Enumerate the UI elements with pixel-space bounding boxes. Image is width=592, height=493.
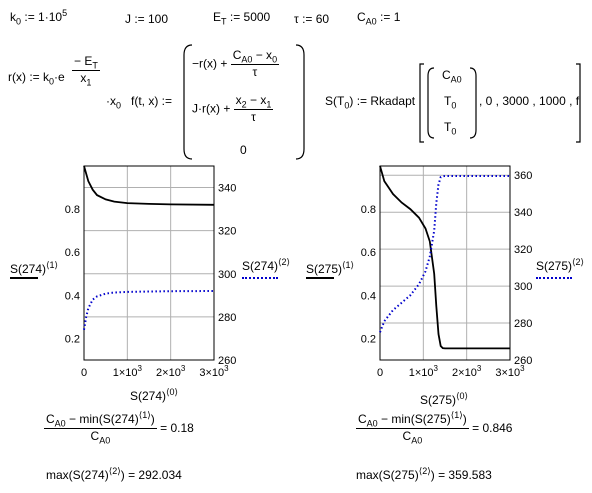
k0-definition[interactable]: k0 := 1·105 [10,8,68,27]
left-y2-legend-dotted-line [242,277,278,279]
left-max-value: = 292.034 [128,468,182,482]
right-chart-x-tick-label: 0 [377,367,383,379]
right-chart-series-temperature-line [379,175,510,333]
right-chart-y-tick-label: 0.8 [361,204,376,216]
right-chart-y2-tick-label: 320 [514,244,532,256]
f-vector-brackets [183,44,305,160]
f-row-3: 0 [240,143,247,157]
right-chart-series-concentration-line [379,165,510,350]
right-max-value: = 359.583 [438,468,492,482]
right-chart-y-tick-label: 0.4 [361,290,376,302]
f-row-1: −r(x) + CA0 − x0 τ [192,48,280,80]
left-conversion-value: = 0.18 [160,420,194,435]
right-chart-x-tick-label: 3×103 [495,364,525,379]
left-y2-axis-label: S(274)⟨2⟩ [242,257,291,273]
right-chart-x-tick-label: 2×103 [452,364,482,379]
left-chart-frame [83,165,215,361]
right-chart-x-tick-label: 1×103 [409,364,439,379]
right-conversion-value: = 0.846 [472,420,513,435]
right-chart-y2-tick-label: 260 [514,355,532,367]
s-function-definition[interactable]: S(T0) := Rkadapt [325,94,416,111]
f-function-lhs[interactable]: f(t, x) := [131,94,173,108]
left-y-legend-solid-line [10,277,38,279]
left-conversion-expression[interactable]: CA0 − min(S(274)⟨1⟩) CA0 = 0.18 [44,410,194,446]
rate-exponent: − ET x1 [72,54,100,88]
right-y-axis-label: S(275)⟨1⟩ [306,260,355,276]
left-chart-y2-tick-label: 320 [218,226,236,238]
left-chart-y-tick-label: 0.8 [65,204,80,216]
chart-left[interactable]: 0.2 0.4 0.6 0.8 260 280 300 320 340 0 1×103 2×103 3×… [0,160,296,410]
right-y2-axis-label: S(275)⟨2⟩ [536,257,585,273]
j-definition[interactable]: J := 100 [125,12,169,26]
right-chart-y-tick-label: 0.6 [361,247,376,259]
right-chart-y2-tick-label: 280 [514,318,532,330]
right-x-axis-label: S(275)⟨0⟩ [420,391,469,407]
right-y-legend-solid-line [306,277,334,279]
right-chart-y2-tick-label: 340 [514,207,532,219]
right-conversion-expression[interactable]: CA0 − min(S(275)⟨1⟩) CA0 = 0.846 [356,410,513,446]
s-vector-ca0: CA0 [442,68,462,85]
left-chart-x-tick-label: 2×103 [156,364,186,379]
left-max-expression[interactable]: max(S(274)⟨2⟩) = 292.034 [46,466,182,482]
s-rkadapt-args: , 0 , 3000 , 1000 , f [479,94,580,108]
s-vector-t0-a: T0 [444,94,457,111]
rate-tail: ·x0 [106,94,122,111]
right-max-expression[interactable]: max(S(275)⟨2⟩) = 359.583 [356,466,492,482]
left-chart-y2-tick-label: 340 [218,183,236,195]
et-definition[interactable]: ET := 5000 [213,10,271,27]
left-chart-x-tick-label: 3×103 [199,364,229,379]
right-chart-y2-tick-label: 300 [514,281,532,293]
left-chart-series-temperature-line [83,290,215,330]
left-chart-y2-tick-label: 280 [218,312,236,324]
right-chart-y-tick-label: 0.2 [361,333,376,345]
right-chart-y2-tick-label: 360 [514,170,532,182]
rate-function-definition[interactable]: r(x) := k0·e [8,70,65,87]
left-chart-x-tick-label: 1×103 [113,364,143,379]
chart-right[interactable]: 0.2 0.4 0.6 0.8 260 280 300 320 340 360 0 1×103 2×10… [296,160,592,410]
f-row-2: J·r(x) + x2 − x1 τ [192,93,274,125]
right-y2-legend-dotted-line [536,277,572,279]
left-chart-y2-tick-label: 260 [218,355,236,367]
left-x-axis-label: S(274)⟨0⟩ [130,387,179,403]
tau-definition[interactable]: τ := 60 [294,12,330,26]
s-vector-t0-b: T0 [444,120,457,137]
left-chart-series-concentration-line [83,165,215,206]
left-chart-y2-tick-label: 300 [218,269,236,281]
left-chart-y-tick-label: 0.2 [65,333,80,345]
left-chart-y-tick-label: 0.6 [65,247,80,259]
ca0-definition[interactable]: CA0 := 1 [357,10,401,27]
left-chart-x-tick-label: 0 [81,367,87,379]
left-y-axis-label: S(274)⟨1⟩ [10,260,59,276]
right-chart-frame [379,165,511,361]
left-chart-y-tick-label: 0.4 [65,290,80,302]
s-vector-brackets [419,63,581,143]
